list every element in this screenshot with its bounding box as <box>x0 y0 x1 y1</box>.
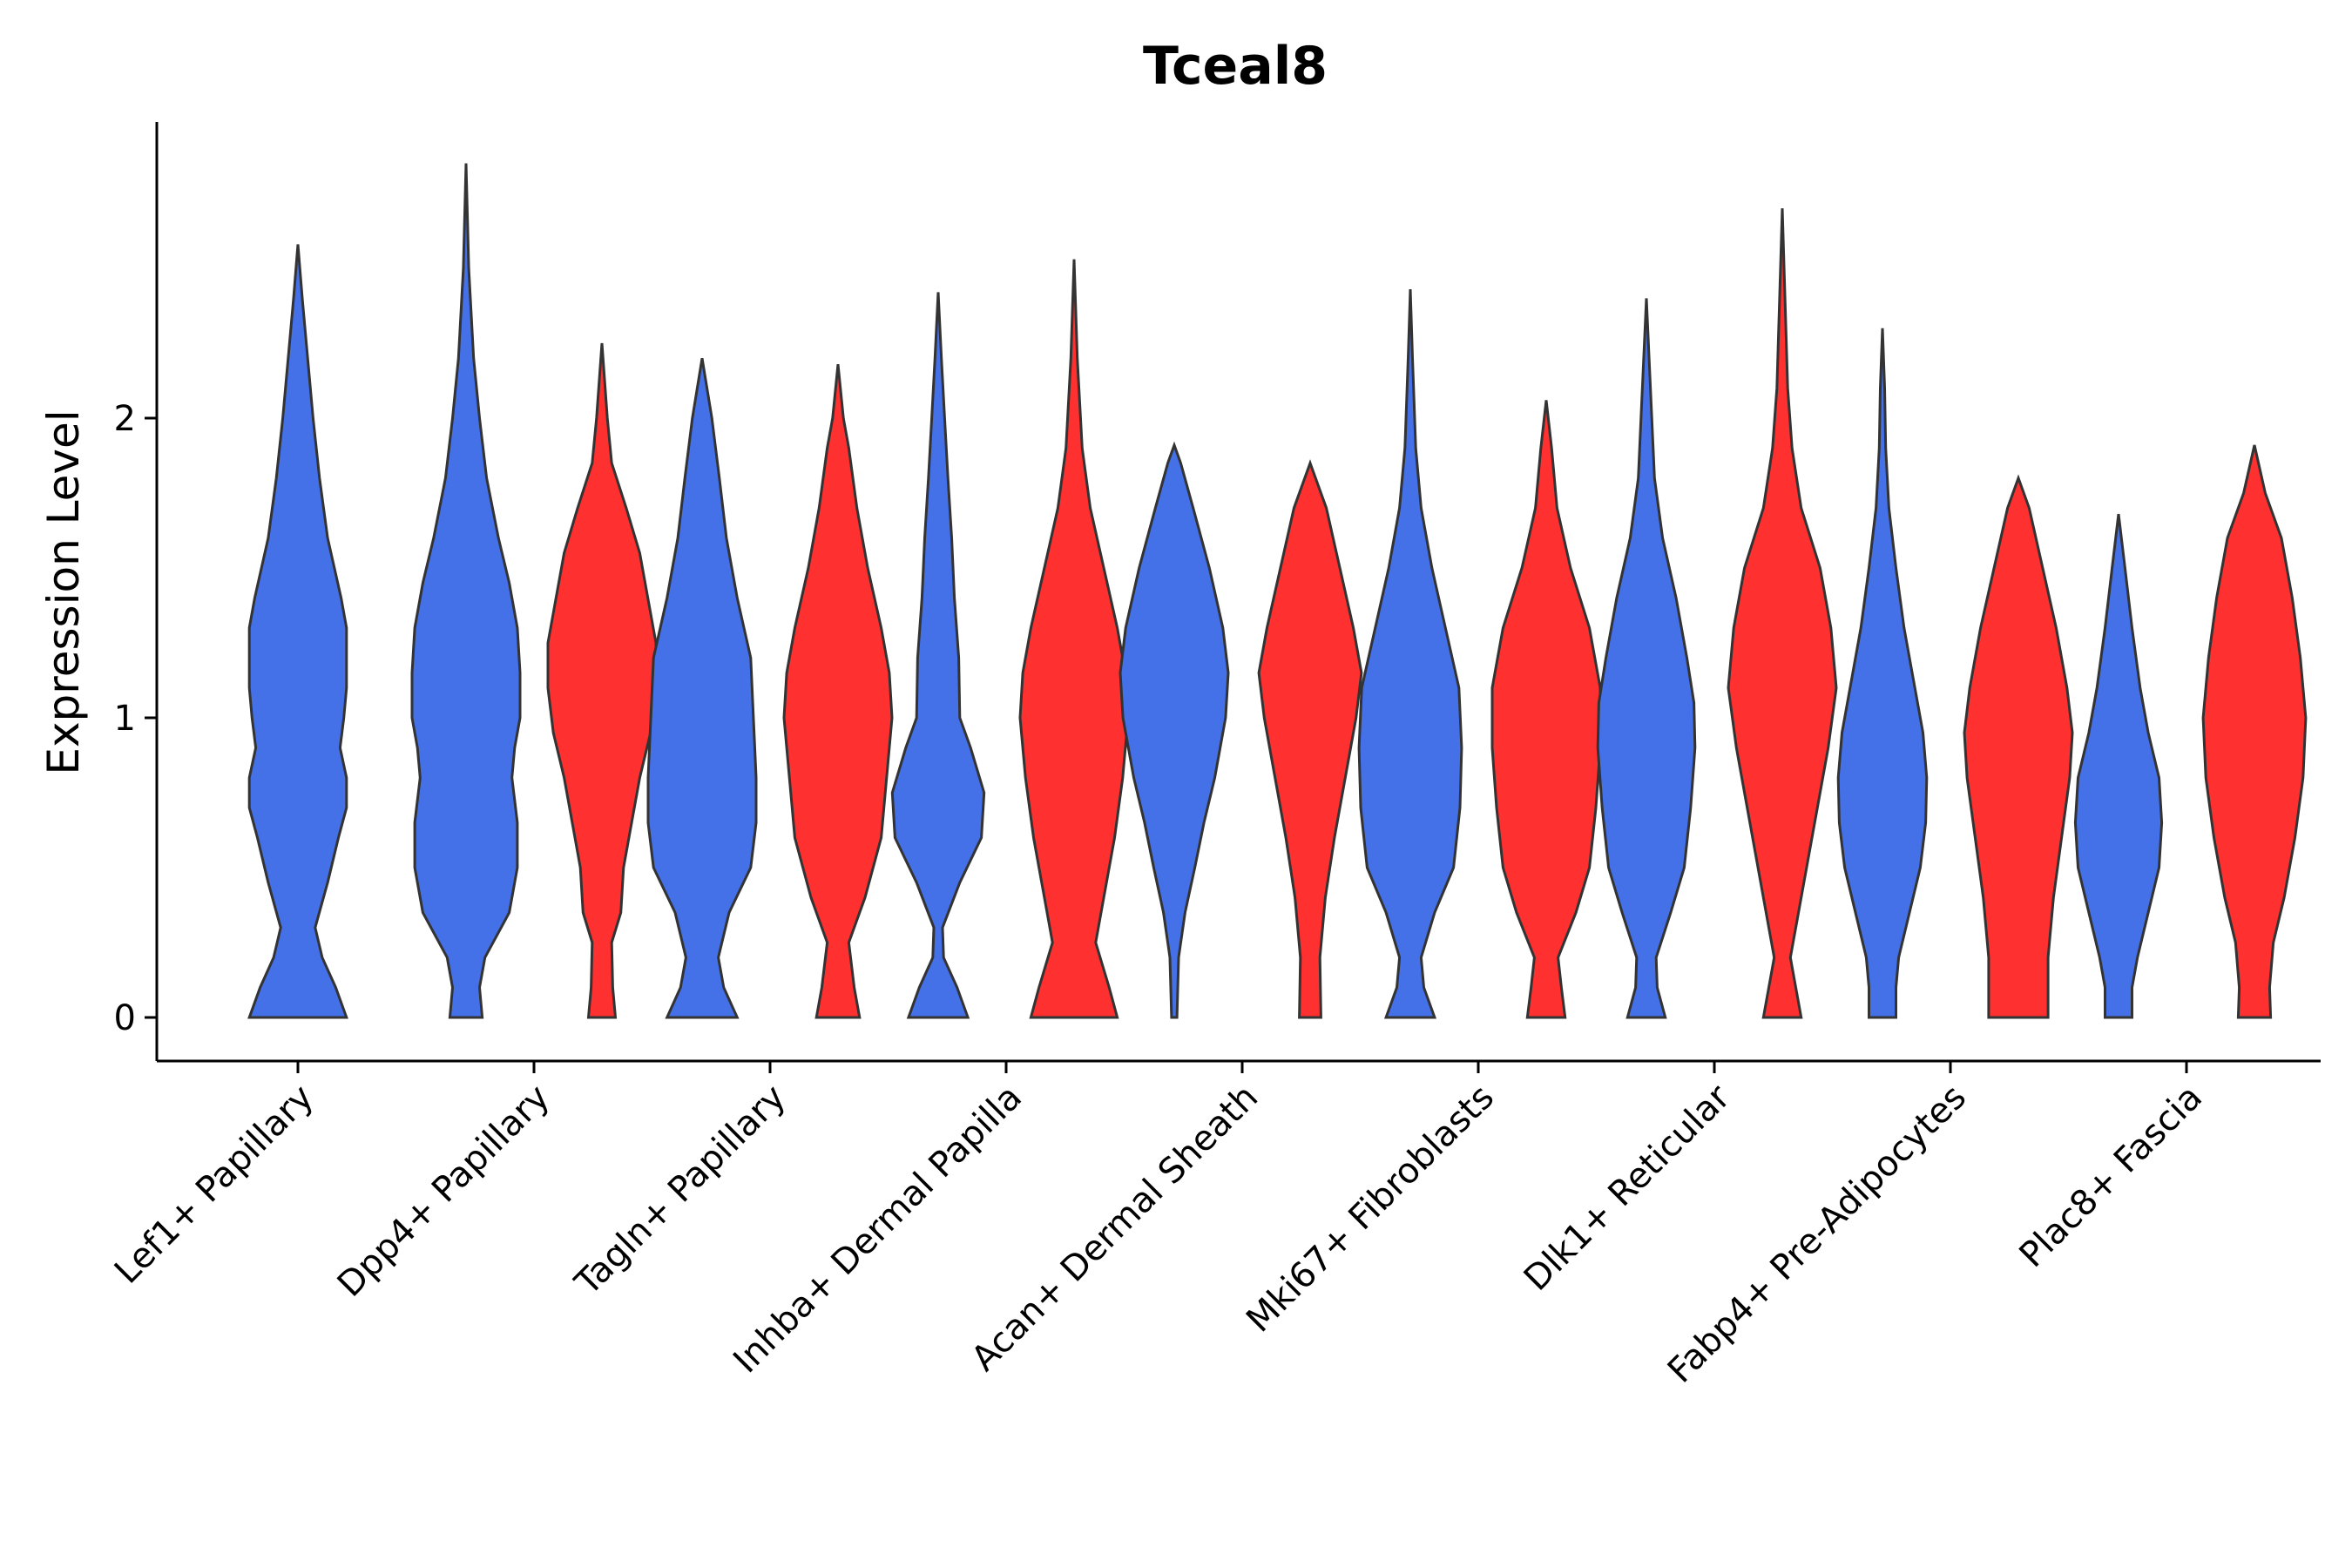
violin-2-2 <box>546 342 658 1019</box>
x-tick-label: Dpp4+ Papillary <box>330 1078 558 1305</box>
x-tick-label: Mki67+ Fibroblasts <box>1239 1078 1502 1341</box>
x-tick-label: Dlk1+ Reticular <box>1517 1077 1739 1299</box>
violin-2-6 <box>1490 400 1602 1019</box>
violin-1-4 <box>890 292 986 1019</box>
x-tick-label: Plac8+ Fascia <box>2012 1078 2211 1276</box>
violin-1-2 <box>410 163 522 1019</box>
y-tick-label: 1 <box>114 699 136 739</box>
x-tick-label: Tagln+ Papillary <box>567 1078 794 1304</box>
x-axis-ticks: Lef1+ Papillary Dpp4+ Papillary Tagln+ Pap… <box>107 1061 2210 1391</box>
violin-1-5 <box>1119 441 1230 1019</box>
violin-2-7 <box>1727 208 1838 1019</box>
violin-2-5 <box>1257 459 1363 1019</box>
violin-1-6 <box>1357 289 1463 1019</box>
chart-title: Tceal8 <box>1143 36 1328 97</box>
violin-2-3 <box>782 363 894 1019</box>
violins-layer <box>247 163 2308 1019</box>
violin-2-8 <box>1963 474 2074 1019</box>
y-axis-ticks: 0 1 2 <box>114 399 157 1038</box>
violin-2-4 <box>1018 259 1130 1019</box>
y-tick-label: 2 <box>114 399 136 439</box>
violin-2-9 <box>2201 444 2308 1019</box>
violin-1-1 <box>247 244 348 1019</box>
y-axis-label: Expression Level <box>38 409 89 774</box>
violin-1-7 <box>1596 298 1697 1019</box>
violin-1-3 <box>646 357 758 1019</box>
violin-1-9 <box>2073 513 2164 1019</box>
y-tick-label: 0 <box>114 998 136 1038</box>
x-tick-label: Lef1+ Papillary <box>107 1078 321 1292</box>
violin-1-8 <box>1836 328 1929 1019</box>
